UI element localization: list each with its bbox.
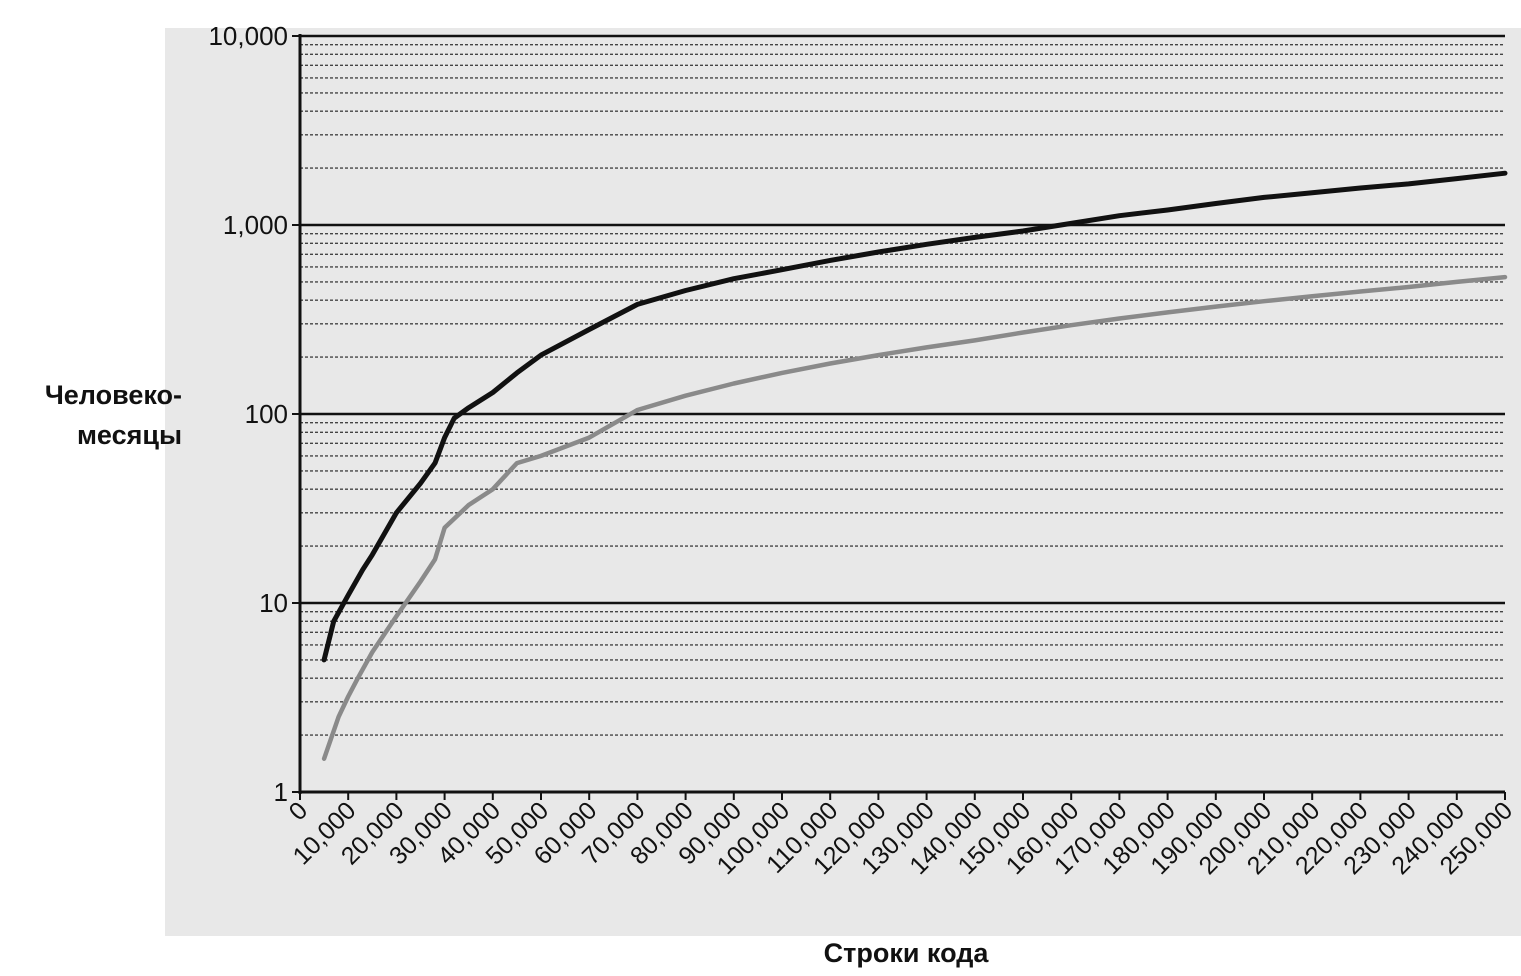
series-lines	[321, 170, 1508, 761]
series-line-1	[321, 170, 1508, 663]
y-axis-title-line-2: месяцы	[77, 420, 182, 450]
y-tick-label: 1,000	[223, 210, 288, 240]
y-tick-label: 1	[274, 777, 288, 807]
x-axis-title: Строки кода	[824, 938, 990, 968]
y-axis-title-line-1: Человеко-	[45, 380, 182, 410]
y-tick-label: 10,000	[208, 21, 288, 51]
plot-area	[165, 28, 1521, 936]
y-tick-labels: 1 10 100 1,000 10,000	[208, 21, 300, 807]
series-line-2	[321, 274, 1508, 761]
y-tick-label: 10	[259, 588, 288, 618]
minor-gridlines	[300, 43, 1505, 736]
y-tick-label: 100	[245, 399, 288, 429]
